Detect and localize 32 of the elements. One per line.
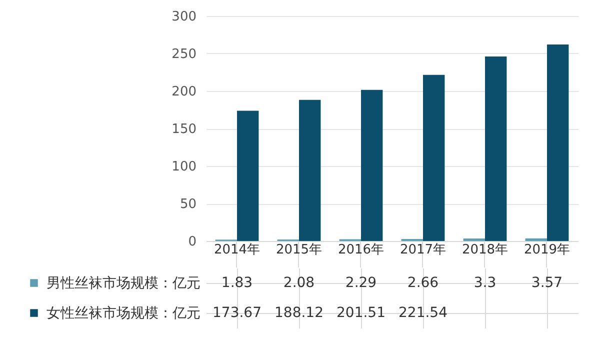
bar [547, 44, 569, 241]
x-tick-label: 2017年 [400, 242, 446, 258]
data-label: 201.51 [336, 305, 386, 321]
data-label: 1.83 [221, 275, 253, 291]
bar [237, 110, 259, 241]
data-label: 2.08 [283, 275, 315, 291]
data-label: 2.66 [407, 275, 439, 291]
y-tick-label: 150 [172, 122, 196, 137]
data-label: 173.67 [212, 305, 262, 321]
x-tick-label: 2016年 [338, 242, 384, 258]
y-tick-label: 0 [188, 234, 196, 250]
y-tick-label: 100 [172, 160, 196, 174]
data-label: 2.29 [345, 275, 377, 291]
y-tick-label: 250 [172, 47, 196, 62]
x-tick-label: 2019年 [524, 242, 570, 258]
bar [361, 90, 383, 241]
data-label: 221.54 [398, 305, 448, 321]
data-label: 3.57 [531, 275, 563, 291]
y-tick-label: 50 [180, 197, 196, 212]
x-tick-label: 2014年 [214, 242, 260, 258]
data-label: 3.3 [474, 275, 496, 291]
bar [299, 100, 321, 241]
bar [525, 238, 547, 241]
x-tick-label: 2015年 [276, 242, 322, 258]
legend-label: 女性丝袜市场规模：亿元 [46, 306, 200, 322]
bar [485, 56, 507, 241]
x-tick-label: 2018年 [462, 242, 508, 258]
y-tick-label: 200 [172, 84, 196, 100]
bar [423, 74, 445, 241]
data-label: 188.12 [274, 305, 324, 321]
legend-label: 男性丝袜市场规模：亿元 [46, 276, 200, 292]
y-tick-label: 300 [172, 10, 196, 24]
